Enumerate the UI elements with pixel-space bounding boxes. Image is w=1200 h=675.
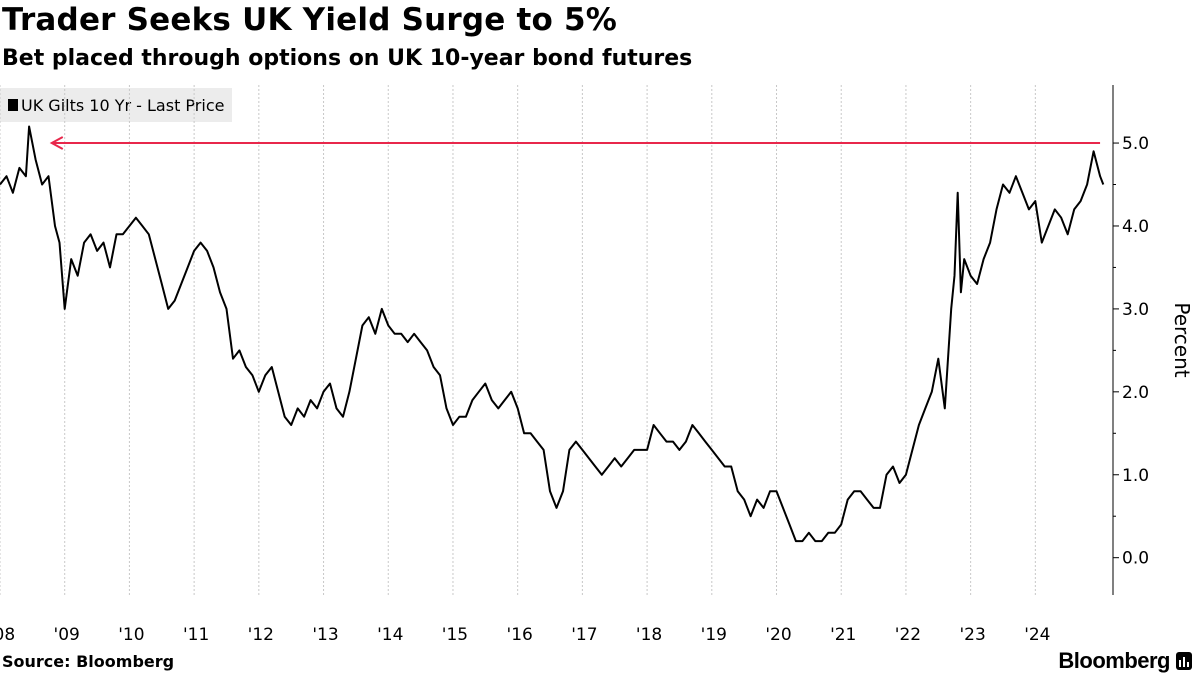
x-tick-label: '18 [636,625,662,645]
y-tick-label: 5.0 [1122,134,1149,154]
x-tick-label: '09 [54,625,80,645]
x-tick-label: '21 [830,625,856,645]
brand-name: Bloomberg [1058,648,1170,673]
y-tick-label: 0.0 [1122,549,1149,569]
x-tick-label: '24 [1024,625,1050,645]
x-tick-label: '19 [701,625,727,645]
bloomberg-mark-icon [1176,652,1192,670]
x-tick-label: '11 [183,625,209,645]
x-tick-label: '10 [118,625,144,645]
legend-label: UK Gilts 10 Yr - Last Price [21,95,225,115]
x-tick-label: '22 [895,625,921,645]
target-arrow-head [49,136,64,150]
x-tick-label: '14 [377,625,403,645]
x-tick-label: '17 [571,625,597,645]
x-tick-label: '08 [0,625,15,645]
chart-subtitle: Bet placed through options on UK 10-year… [2,46,693,71]
y-tick-label: 3.0 [1122,300,1149,320]
y-tick-label: 2.0 [1122,383,1149,403]
y-tick-label: 4.0 [1122,217,1149,237]
x-tick-label: '15 [442,625,468,645]
chart-title: Trader Seeks UK Yield Surge to 5% [2,2,618,38]
bloomberg-logo: Bloomberg [1058,648,1192,674]
y-tick-label: 1.0 [1122,466,1149,486]
x-tick-label: '13 [312,625,338,645]
x-tick-label: '23 [959,625,985,645]
y-axis-title: Percent [1170,302,1194,377]
source-note: Source: Bloomberg [2,652,175,671]
legend-swatch-icon [8,99,18,111]
x-tick-label: '12 [248,625,274,645]
x-tick-label: '16 [507,625,533,645]
x-tick-label: '20 [765,625,791,645]
yield-series-line [0,125,1105,543]
